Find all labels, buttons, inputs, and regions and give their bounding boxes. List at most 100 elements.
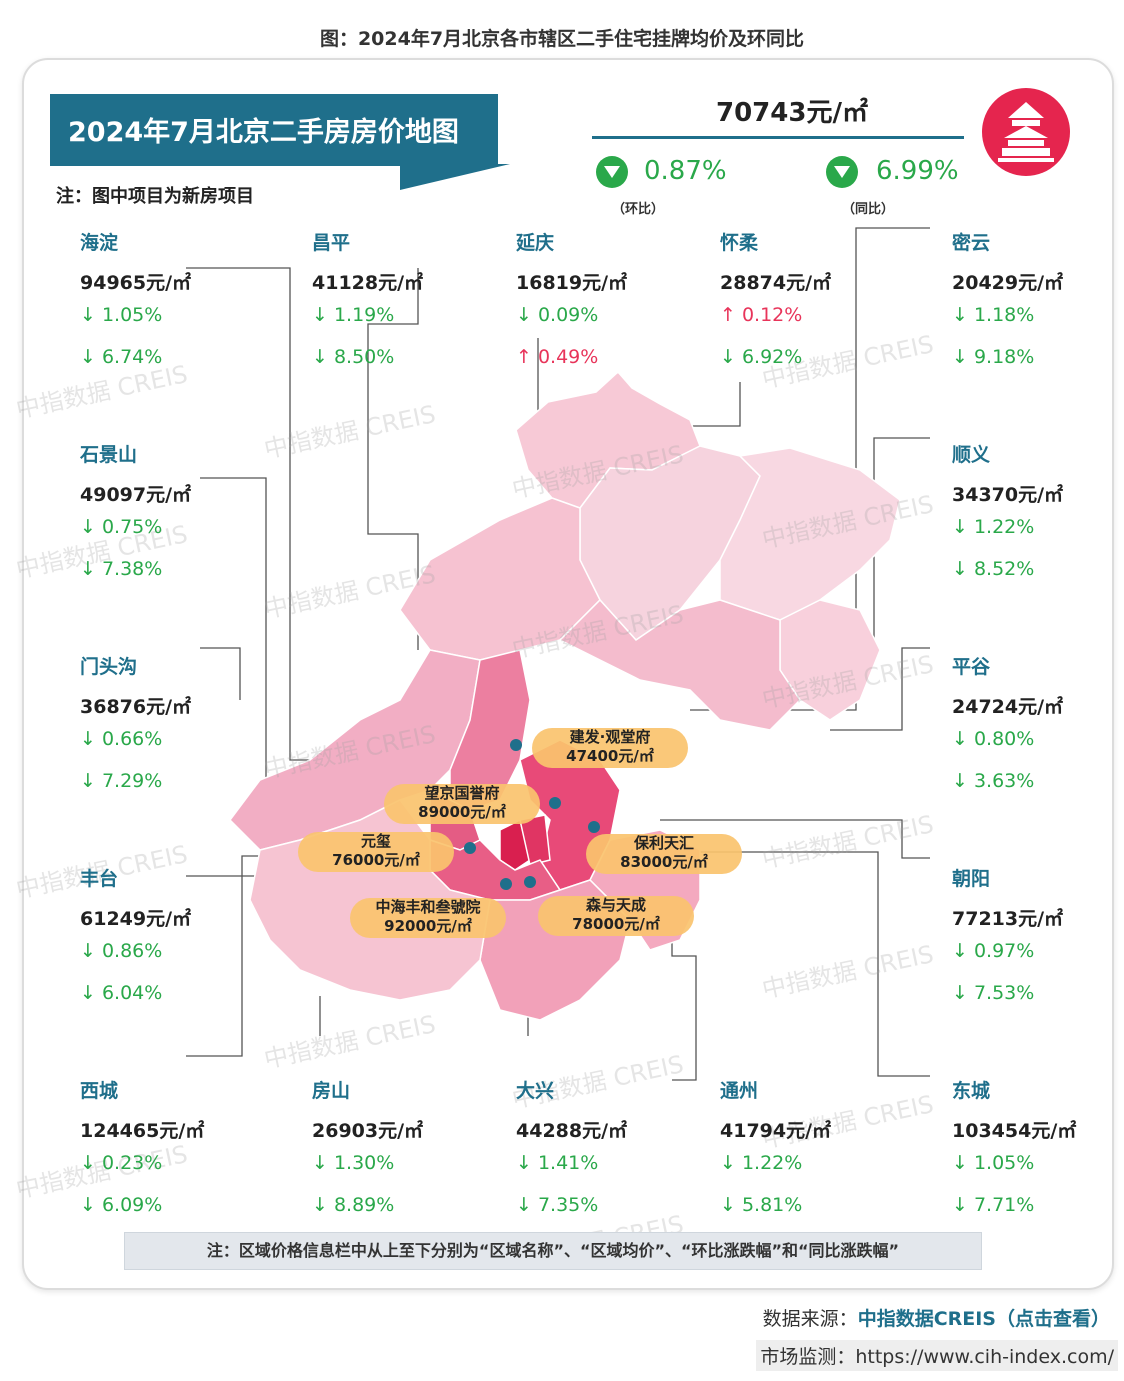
arrow-down-icon: ↓ <box>80 982 102 1004</box>
arrow-down-icon: ↓ <box>80 346 102 368</box>
district-yoy: ↓ 8.52% <box>952 558 1124 600</box>
district-mom-value: 0.66% <box>101 728 163 750</box>
arrow-down-icon: ↓ <box>312 1152 334 1174</box>
project-price: 83000元/㎡ <box>620 853 708 871</box>
district-yoy: ↓ 6.92% <box>720 346 920 388</box>
summary-yoy: 6.99% <box>876 156 959 186</box>
district-mom: ↓ 0.97% <box>952 940 1124 982</box>
district-yoy: ↓ 7.35% <box>516 1194 716 1236</box>
district-price: 34370元/㎡ <box>952 484 1064 506</box>
district-panel: 怀柔 28874元/㎡ ↑ 0.12% ↓ 6.92% <box>720 228 920 388</box>
arrow-down-icon: ↓ <box>952 346 974 368</box>
district-mom-value: 1.19% <box>333 304 395 326</box>
district-mom-value: 1.41% <box>537 1152 599 1174</box>
project-dot <box>510 739 522 751</box>
project-price: 76000元/㎡ <box>332 851 420 869</box>
project-price: 78000元/㎡ <box>572 915 660 933</box>
arrow-up-icon: ↑ <box>720 304 742 326</box>
district-panel: 顺义 34370元/㎡ ↓ 1.22% ↓ 8.52% <box>952 440 1124 600</box>
arrow-down-icon: ↓ <box>80 516 102 538</box>
district-price: 26903元/㎡ <box>312 1120 424 1142</box>
project-name: 建发·观堂府 <box>569 728 651 746</box>
district-mom-value: 1.18% <box>973 304 1035 326</box>
summary-yoy-label: （同比） <box>842 202 895 217</box>
district-yoy-value: 7.53% <box>973 982 1035 1004</box>
arrow-down-icon: ↓ <box>952 1194 974 1216</box>
arrow-up-icon: ↑ <box>516 346 538 368</box>
district-yoy: ↓ 7.53% <box>952 982 1124 1024</box>
district-name: 密云 <box>952 232 991 254</box>
district-name: 石景山 <box>80 444 138 466</box>
district-name: 平谷 <box>952 656 991 678</box>
district-panel: 东城 103454元/㎡ ↓ 1.05% ↓ 7.71% <box>952 1076 1124 1236</box>
district-mom-value: 0.12% <box>741 304 803 326</box>
district-name: 通州 <box>720 1080 759 1102</box>
arrow-down-icon: ↓ <box>952 982 974 1004</box>
district-name: 海淀 <box>80 232 119 254</box>
arrow-down-icon: ↓ <box>952 770 974 792</box>
summary-price: 70743元/㎡ <box>716 98 868 128</box>
project-label: 中海丰和叁號院 92000元/㎡ <box>350 898 506 938</box>
arrow-down-icon: ↓ <box>516 1194 538 1216</box>
source-link[interactable]: 中指数据CREIS（点击查看） <box>857 1308 1110 1330</box>
district-yoy: ↓ 6.04% <box>80 982 280 1024</box>
district-name: 延庆 <box>516 232 555 254</box>
district-mom: ↓ 0.66% <box>80 728 280 770</box>
district-name: 昌平 <box>312 232 351 254</box>
arrow-down-icon: ↓ <box>516 304 538 326</box>
district-mom: ↓ 0.75% <box>80 516 280 558</box>
district-mom-value: 0.75% <box>101 516 163 538</box>
district-name: 门头沟 <box>80 656 138 678</box>
mom-down-icon <box>596 156 628 188</box>
district-name: 顺义 <box>952 444 991 466</box>
district-mom-value: 0.09% <box>537 304 599 326</box>
district-yoy: ↓ 3.63% <box>952 770 1124 812</box>
district-mom-value: 1.22% <box>741 1152 803 1174</box>
project-price: 92000元/㎡ <box>384 917 472 935</box>
district-price: 44288元/㎡ <box>516 1120 628 1142</box>
district-yoy-value: 8.52% <box>973 558 1035 580</box>
district-price: 20429元/㎡ <box>952 272 1064 294</box>
district-yoy: ↓ 6.09% <box>80 1194 280 1236</box>
district-mom: ↓ 1.18% <box>952 304 1124 346</box>
district-mom-value: 0.80% <box>973 728 1035 750</box>
arrow-down-icon: ↓ <box>312 1194 334 1216</box>
arrow-down-icon: ↓ <box>80 940 102 962</box>
project-price: 47400元/㎡ <box>566 747 654 765</box>
district-price: 49097元/㎡ <box>80 484 192 506</box>
district-mom: ↓ 1.22% <box>952 516 1124 558</box>
district-yoy: ↓ 5.81% <box>720 1194 920 1236</box>
district-panel: 海淀 94965元/㎡ ↓ 1.05% ↓ 6.74% <box>80 228 280 388</box>
district-mom: ↓ 1.05% <box>80 304 280 346</box>
district-panel: 门头沟 36876元/㎡ ↓ 0.66% ↓ 7.29% <box>80 652 280 812</box>
district-mom-value: 0.97% <box>973 940 1035 962</box>
project-name: 保利天汇 <box>633 834 694 852</box>
arrow-down-icon: ↓ <box>952 558 974 580</box>
district-yoy-value: 6.74% <box>101 346 163 368</box>
arrow-down-icon: ↓ <box>720 1152 742 1174</box>
district-price: 124465元/㎡ <box>80 1120 205 1142</box>
district-mom: ↓ 1.05% <box>952 1152 1124 1194</box>
district-yoy-value: 6.09% <box>101 1194 163 1216</box>
project-name: 元玺 <box>360 832 391 850</box>
region-dongcheng <box>519 814 551 866</box>
arrow-down-icon: ↓ <box>952 304 974 326</box>
monitor-url[interactable]: https://www.cih-index.com/ <box>855 1346 1114 1368</box>
district-mom: ↓ 1.41% <box>516 1152 716 1194</box>
project-name: 森与天成 <box>585 896 646 914</box>
district-panel: 西城 124465元/㎡ ↓ 0.23% ↓ 6.09% <box>80 1076 280 1236</box>
arrow-down-icon: ↓ <box>80 558 102 580</box>
district-mom: ↑ 0.12% <box>720 304 920 346</box>
note-new-projects: 注：图中项目为新房项目 <box>56 186 254 207</box>
yoy-down-icon <box>826 156 858 188</box>
district-yoy: ↓ 9.18% <box>952 346 1124 388</box>
summary-divider <box>592 136 964 139</box>
district-price: 94965元/㎡ <box>80 272 192 294</box>
project-dot <box>549 797 561 809</box>
district-mom-value: 0.23% <box>101 1152 163 1174</box>
district-price: 77213元/㎡ <box>952 908 1064 930</box>
monitor-label: 市场监测： <box>760 1346 856 1368</box>
project-dot <box>524 876 536 888</box>
market-monitor: 市场监测：https://www.cih-index.com/ <box>756 1340 1118 1371</box>
district-panel: 石景山 49097元/㎡ ↓ 0.75% ↓ 7.38% <box>80 440 280 600</box>
